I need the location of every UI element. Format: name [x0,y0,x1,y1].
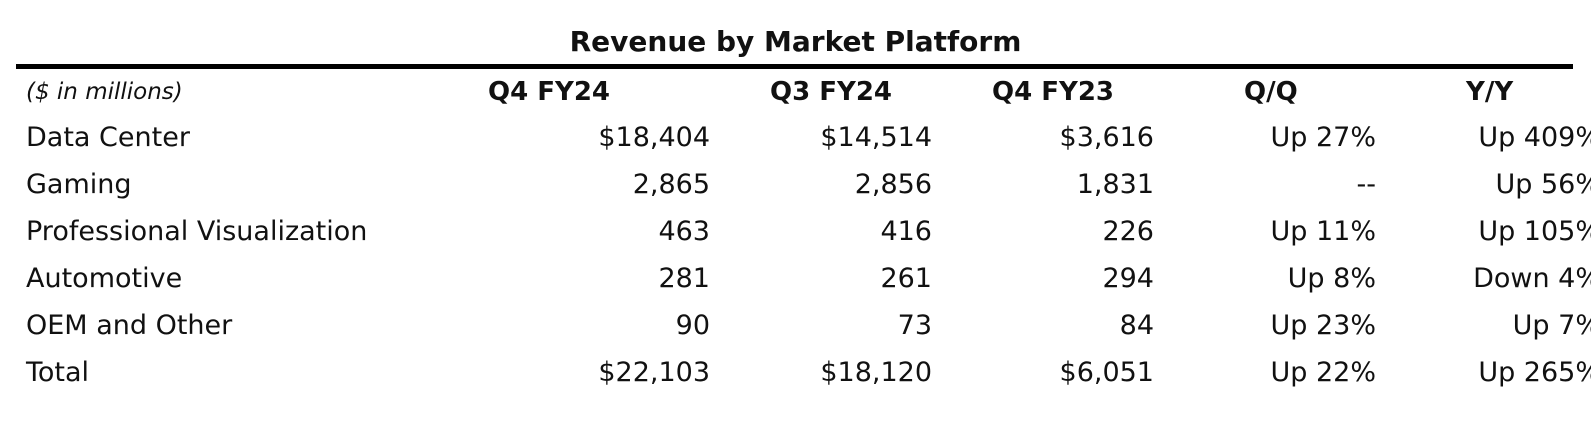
cell-value: Up 11% [1270,216,1377,247]
row-label: Total [26,357,90,388]
cell-value: 294 [1102,263,1154,294]
cell-value: 2,865 [632,169,710,200]
table-row: Gaming 2,865 2,856 1,831 -- Up 56% [16,161,1591,208]
cell-value: Up 56% [1495,169,1591,200]
title-rule [16,64,1573,69]
cell-value: 463 [658,216,710,247]
header-row: ($ in millions) Q4 FY24 Q3 FY24 Q4 FY23 … [16,70,1591,114]
col-header-yy: Y/Y [1466,77,1514,107]
cell-value: Up 8% [1287,263,1376,294]
cell-value: Up 27% [1270,122,1377,153]
cell-value: Up 409% [1478,122,1591,153]
table-row: Automotive 281 261 294 Up 8% Down 4% [16,255,1591,302]
col-header-q4-fy24: Q4 FY24 [488,77,611,107]
row-label: Gaming [26,169,132,200]
cell-value: 281 [658,263,710,294]
cell-value: $14,514 [820,122,932,153]
cell-value: $3,616 [1059,122,1154,153]
cell-value: 84 [1119,310,1154,341]
cell-value: $6,051 [1059,357,1154,388]
row-label: Professional Visualization [26,216,368,247]
row-label: Automotive [26,263,183,294]
cell-value: Up 23% [1270,310,1377,341]
col-header-q4-fy23: Q4 FY23 [992,77,1115,107]
cell-value: Down 4% [1473,263,1591,294]
cell-value: 2,856 [854,169,932,200]
units-label: ($ in millions) [26,79,183,105]
cell-value: 1,831 [1076,169,1154,200]
cell-value: 73 [897,310,932,341]
table-row: Professional Visualization 463 416 226 U… [16,208,1591,255]
cell-value: Up 7% [1512,310,1591,341]
cell-value: $18,404 [598,122,710,153]
cell-value: 261 [880,263,932,294]
table-row-total: Total $22,103 $18,120 $6,051 Up 22% Up 2… [16,349,1591,396]
table-title: Revenue by Market Platform [569,25,1022,58]
revenue-table: ($ in millions) Q4 FY24 Q3 FY24 Q4 FY23 … [16,70,1591,396]
cell-value: Up 265% [1478,357,1591,388]
row-label: OEM and Other [26,310,233,341]
table-row: Data Center $18,404 $14,514 $3,616 Up 27… [16,114,1591,161]
cell-value: -- [1356,169,1377,200]
cell-value: Up 105% [1478,216,1591,247]
table-row: OEM and Other 90 73 84 Up 23% Up 7% [16,302,1591,349]
cell-value: Up 22% [1270,357,1377,388]
cell-value: $22,103 [598,357,710,388]
col-header-q3-fy24: Q3 FY24 [770,77,893,107]
col-header-qq: Q/Q [1244,77,1298,107]
cell-value: 90 [675,310,710,341]
cell-value: $18,120 [820,357,932,388]
cell-value: 226 [1102,216,1154,247]
cell-value: 416 [880,216,932,247]
row-label: Data Center [26,122,190,153]
